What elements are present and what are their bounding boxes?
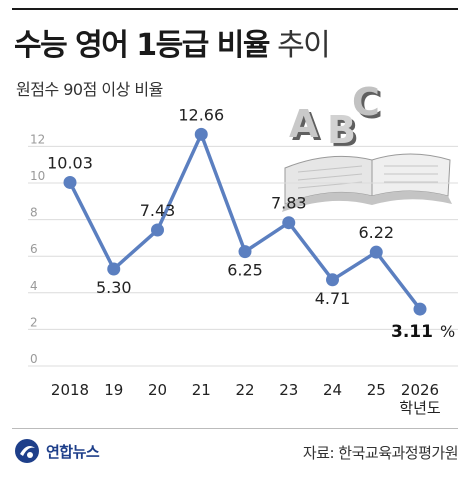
y-tick-label: 0	[30, 352, 38, 366]
data-label: 10.03	[47, 153, 93, 172]
y-tick-label: 2	[30, 315, 38, 329]
data-label: 6.25	[227, 261, 263, 280]
data-label: 3.11	[391, 322, 433, 342]
svg-text:C: C	[352, 80, 380, 124]
data-labels: 10.03 5.30 7.43 12.66 6.25 7.83 4.71 6.22 3.11%	[47, 105, 455, 342]
data-point	[151, 223, 164, 237]
x-tick-label: 23	[279, 381, 298, 399]
letter-c-icon: C C	[352, 80, 383, 127]
logo-text: 연합뉴스	[46, 442, 100, 461]
chart-subtitle: 원점수 90점 이상 비율	[16, 80, 163, 99]
x-tick-label: 2018	[51, 381, 89, 399]
data-point	[413, 302, 427, 316]
svg-text:B: B	[327, 108, 356, 152]
data-point	[326, 273, 339, 287]
data-label: 7.43	[140, 201, 176, 220]
data-label: 5.30	[96, 278, 132, 297]
letter-b-icon: B B	[327, 108, 359, 155]
data-label-unit: %	[440, 322, 455, 341]
top-rule	[12, 8, 458, 10]
x-tick-label: 22	[235, 381, 254, 399]
data-point	[369, 245, 383, 259]
x-tick-label: 24	[323, 381, 342, 399]
svg-text:A: A	[292, 105, 322, 149]
data-point	[282, 216, 296, 230]
data-point	[194, 127, 208, 141]
bottom-rule	[12, 428, 458, 429]
data-points	[63, 127, 427, 316]
y-tick-label: 8	[30, 206, 38, 220]
title-light: 추이	[277, 28, 331, 63]
data-label: 6.22	[358, 223, 394, 242]
y-tick-label: 4	[30, 279, 38, 293]
data-point	[238, 245, 252, 259]
letter-a-icon: A A	[289, 102, 322, 149]
data-label: 7.83	[271, 194, 307, 213]
x-tick-label: 21	[192, 381, 211, 399]
svg-text:C: C	[355, 83, 383, 127]
data-point	[63, 175, 77, 189]
data-point	[107, 262, 121, 276]
logo: 연합뉴스	[14, 438, 100, 464]
y-tick-label: 6	[30, 242, 38, 256]
source-note: 자료: 한국교육과정평가원	[302, 444, 459, 462]
book-illustration	[282, 153, 452, 212]
x-tick-label: 25	[367, 381, 386, 399]
x-tick-label: 19	[104, 381, 123, 399]
y-axis-ticks: 0 2 4 6 8 10 12	[30, 132, 45, 366]
x-axis-ticks: 2018 19 20 21 22 23 24 25 2026	[51, 381, 439, 399]
y-tick-label: 12	[30, 132, 45, 146]
chart-title: 수능 영어 1등급 비율 추이	[14, 20, 331, 64]
x-tick-label: 2026	[401, 381, 439, 399]
data-label: 12.66	[178, 105, 224, 124]
x-tick-label: 20	[148, 381, 167, 399]
x-axis-title: 학년도	[399, 399, 441, 417]
svg-text:B: B	[330, 111, 359, 155]
svg-text:A: A	[289, 102, 319, 146]
title-bold: 수능 영어 1등급 비율	[14, 28, 271, 63]
data-label: 4.71	[315, 289, 351, 308]
gridlines	[28, 145, 458, 367]
y-tick-label: 10	[30, 169, 45, 183]
yonhap-logo-icon	[15, 439, 39, 463]
